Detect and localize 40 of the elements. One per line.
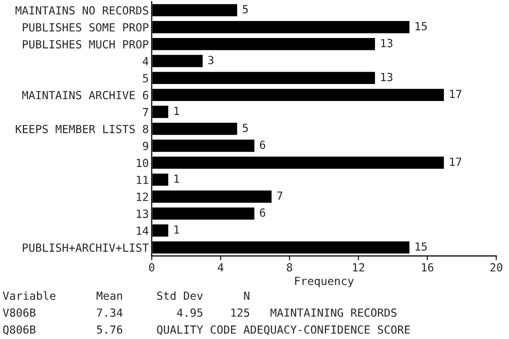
text: Variable Mean Std Dev N — [2, 291, 250, 300]
y-tick-label: 7 — [142, 108, 148, 116]
y-tick-label: 14 — [136, 226, 148, 235]
data-label: 6 — [260, 208, 266, 217]
x-axis-title: Frequency — [295, 276, 354, 288]
data-label: 13 — [381, 72, 392, 82]
data-label: 5 — [242, 5, 248, 14]
y-tick-label: PUBLISHES SOME PROP — [22, 23, 148, 32]
x-tick-label: 16 — [422, 263, 434, 272]
data-label: 1 — [174, 174, 180, 183]
y-tick-label: PUBLISH+ARCHIV+LIST — [22, 243, 149, 252]
data-label: 6 — [260, 140, 266, 150]
x-tick-label: 4 — [218, 263, 224, 272]
x-tick-label: 12 — [353, 263, 364, 272]
y-tick-label: MAINTAINS NO RECORDS — [16, 6, 148, 15]
x-tick-label: 20 — [490, 263, 502, 272]
y-tick-label: 11 — [136, 176, 148, 184]
text: V806B 7.34 4.95 125 MAINTAINING RECORDS — [2, 308, 396, 317]
y-tick-label: MAINTAINS ARCHIVE 6 — [22, 90, 148, 100]
y-tick-label: 12 — [136, 192, 148, 201]
data-label: 3 — [208, 56, 214, 64]
data-label: 5 — [242, 124, 248, 132]
data-label: 1 — [174, 106, 180, 115]
x-tick-label: 0 — [149, 263, 154, 272]
y-tick-label: 10 — [136, 158, 148, 168]
data-label: 15 — [416, 242, 427, 251]
text: Q806B 5.76 QUALITY CODE ADEQUACY-CONFIDENCE SCORE — [3, 325, 410, 336]
data-label: 1 — [174, 226, 180, 234]
y-tick-label: 13 — [136, 210, 148, 218]
y-tick-label: PUBLISHES MUCH PROP — [22, 40, 148, 48]
data-label: 17 — [450, 90, 462, 98]
data-label: 7 — [277, 192, 282, 200]
y-tick-label: KEEPS MEMBER LISTS 8 — [16, 124, 148, 134]
data-label: 17 — [450, 158, 462, 166]
data-label: 13 — [381, 38, 392, 48]
y-tick-label: 5 — [142, 74, 148, 82]
x-tick-label: 8 — [286, 263, 292, 272]
y-tick-label: 4 — [142, 57, 148, 66]
data-label: 15 — [416, 22, 427, 30]
y-tick-label: 9 — [142, 142, 148, 150]
